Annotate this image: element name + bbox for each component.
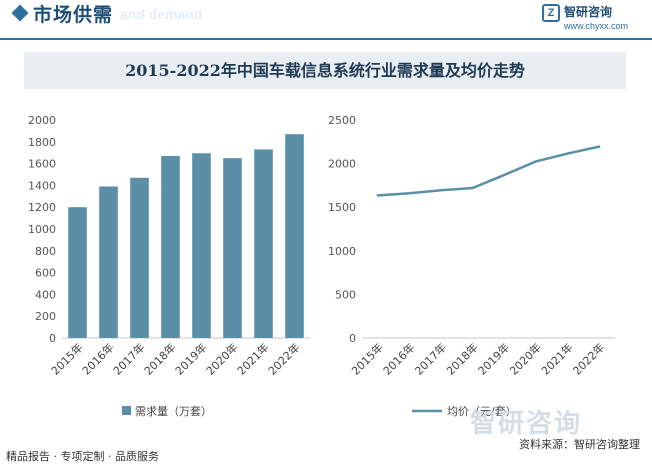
watermark-logo: 智研咨询 [470, 409, 583, 439]
line-point [503, 173, 506, 177]
y-tick-label: 0 [349, 332, 356, 345]
chart-title: 2015-2022年中国车载信息系统行业需求量及均价走势 [125, 61, 525, 80]
x-tick-label: 2017年 [412, 340, 449, 377]
header-rule [0, 38, 652, 40]
y-tick-label: 1400 [28, 179, 56, 192]
price-line [377, 145, 600, 197]
x-tick-label: 2020年 [203, 340, 240, 377]
y-tick-label: 800 [35, 245, 56, 258]
bar [285, 134, 304, 338]
line-point [597, 145, 601, 148]
x-tick-label: 2015年 [348, 340, 385, 377]
brand-logo: Z 智研咨询 www.chyxx.com [542, 2, 642, 36]
x-tick-label: 2018年 [141, 340, 178, 377]
x-tick-label: 2022年 [570, 340, 607, 377]
section-subtitle: and demand [120, 6, 203, 22]
demand-bar-chart: 0 200 400 600 800 1000 1200 1400 1600 1800 2000 201… [28, 114, 310, 418]
y-tick-label: 2000 [328, 158, 356, 171]
footer-source: 资料来源：智研咨询整理 [519, 438, 640, 451]
y-tick-label: 400 [35, 288, 56, 301]
page-footer: 精品报告 · 专项定制 · 品质服务 资料来源：智研咨询整理 [0, 436, 652, 467]
bar [223, 158, 242, 338]
x-tick-label: 2016年 [380, 340, 417, 377]
bar [192, 153, 211, 338]
line-point [471, 186, 474, 190]
y-tick-label: 1000 [328, 245, 356, 258]
x-tick-label: 2021年 [234, 340, 271, 377]
legend-label: 需求量（万套） [135, 405, 212, 418]
y-tick-label: 2500 [328, 114, 356, 127]
x-tick-label: 2019年 [172, 340, 209, 377]
y-tick-label: 600 [35, 267, 56, 280]
y-tick-label: 1500 [328, 201, 356, 214]
legend-label: 均价（元/套） [447, 405, 517, 418]
y-tick-label: 0 [49, 332, 56, 345]
page-header: 市场供需 and demand [0, 0, 652, 40]
y-tick-label: 200 [35, 310, 56, 323]
x-tick-label: 2016年 [79, 340, 116, 377]
x-tick-label: 2017年 [110, 340, 147, 377]
logo-mark-icon: Z [542, 4, 560, 22]
logo-url: www.chyxx.com [564, 21, 629, 31]
bar [130, 177, 149, 338]
x-tick-label: 2021年 [538, 340, 575, 377]
x-tick-label: 2020年 [507, 340, 544, 377]
bar [254, 149, 273, 338]
line-point [566, 152, 569, 155]
y-tick-label: 1800 [28, 136, 56, 149]
bar [161, 155, 180, 338]
y-tick-label: 2000 [28, 114, 56, 127]
footer-slogan: 精品报告 · 专项定制 · 品质服务 [6, 450, 159, 463]
bar [99, 186, 118, 338]
x-tick-label: 2019年 [475, 340, 512, 377]
x-tick-label: 2022年 [265, 340, 302, 377]
x-tick-label: 2018年 [443, 340, 480, 377]
bar [68, 207, 87, 338]
price-line-chart: 0 500 1000 1500 2000 2500 2015年2016年2017年2018年… [328, 114, 615, 418]
chart-title-band: 2015-2022年中国车载信息系统行业需求量及均价走势 [24, 52, 626, 89]
line-point [534, 160, 538, 163]
y-tick-label: 1000 [28, 223, 56, 236]
x-tick-label: 2015年 [48, 340, 85, 377]
y-tick-label: 1200 [28, 201, 56, 214]
y-tick-label: 500 [335, 288, 356, 301]
legend-swatch [122, 406, 131, 415]
line-point [439, 188, 443, 192]
logo-name: 智研咨询 [564, 5, 613, 19]
section-title: 市场供需 [33, 4, 114, 26]
line-point [408, 192, 411, 195]
line-point [376, 194, 380, 197]
y-tick-label: 1600 [28, 158, 56, 171]
